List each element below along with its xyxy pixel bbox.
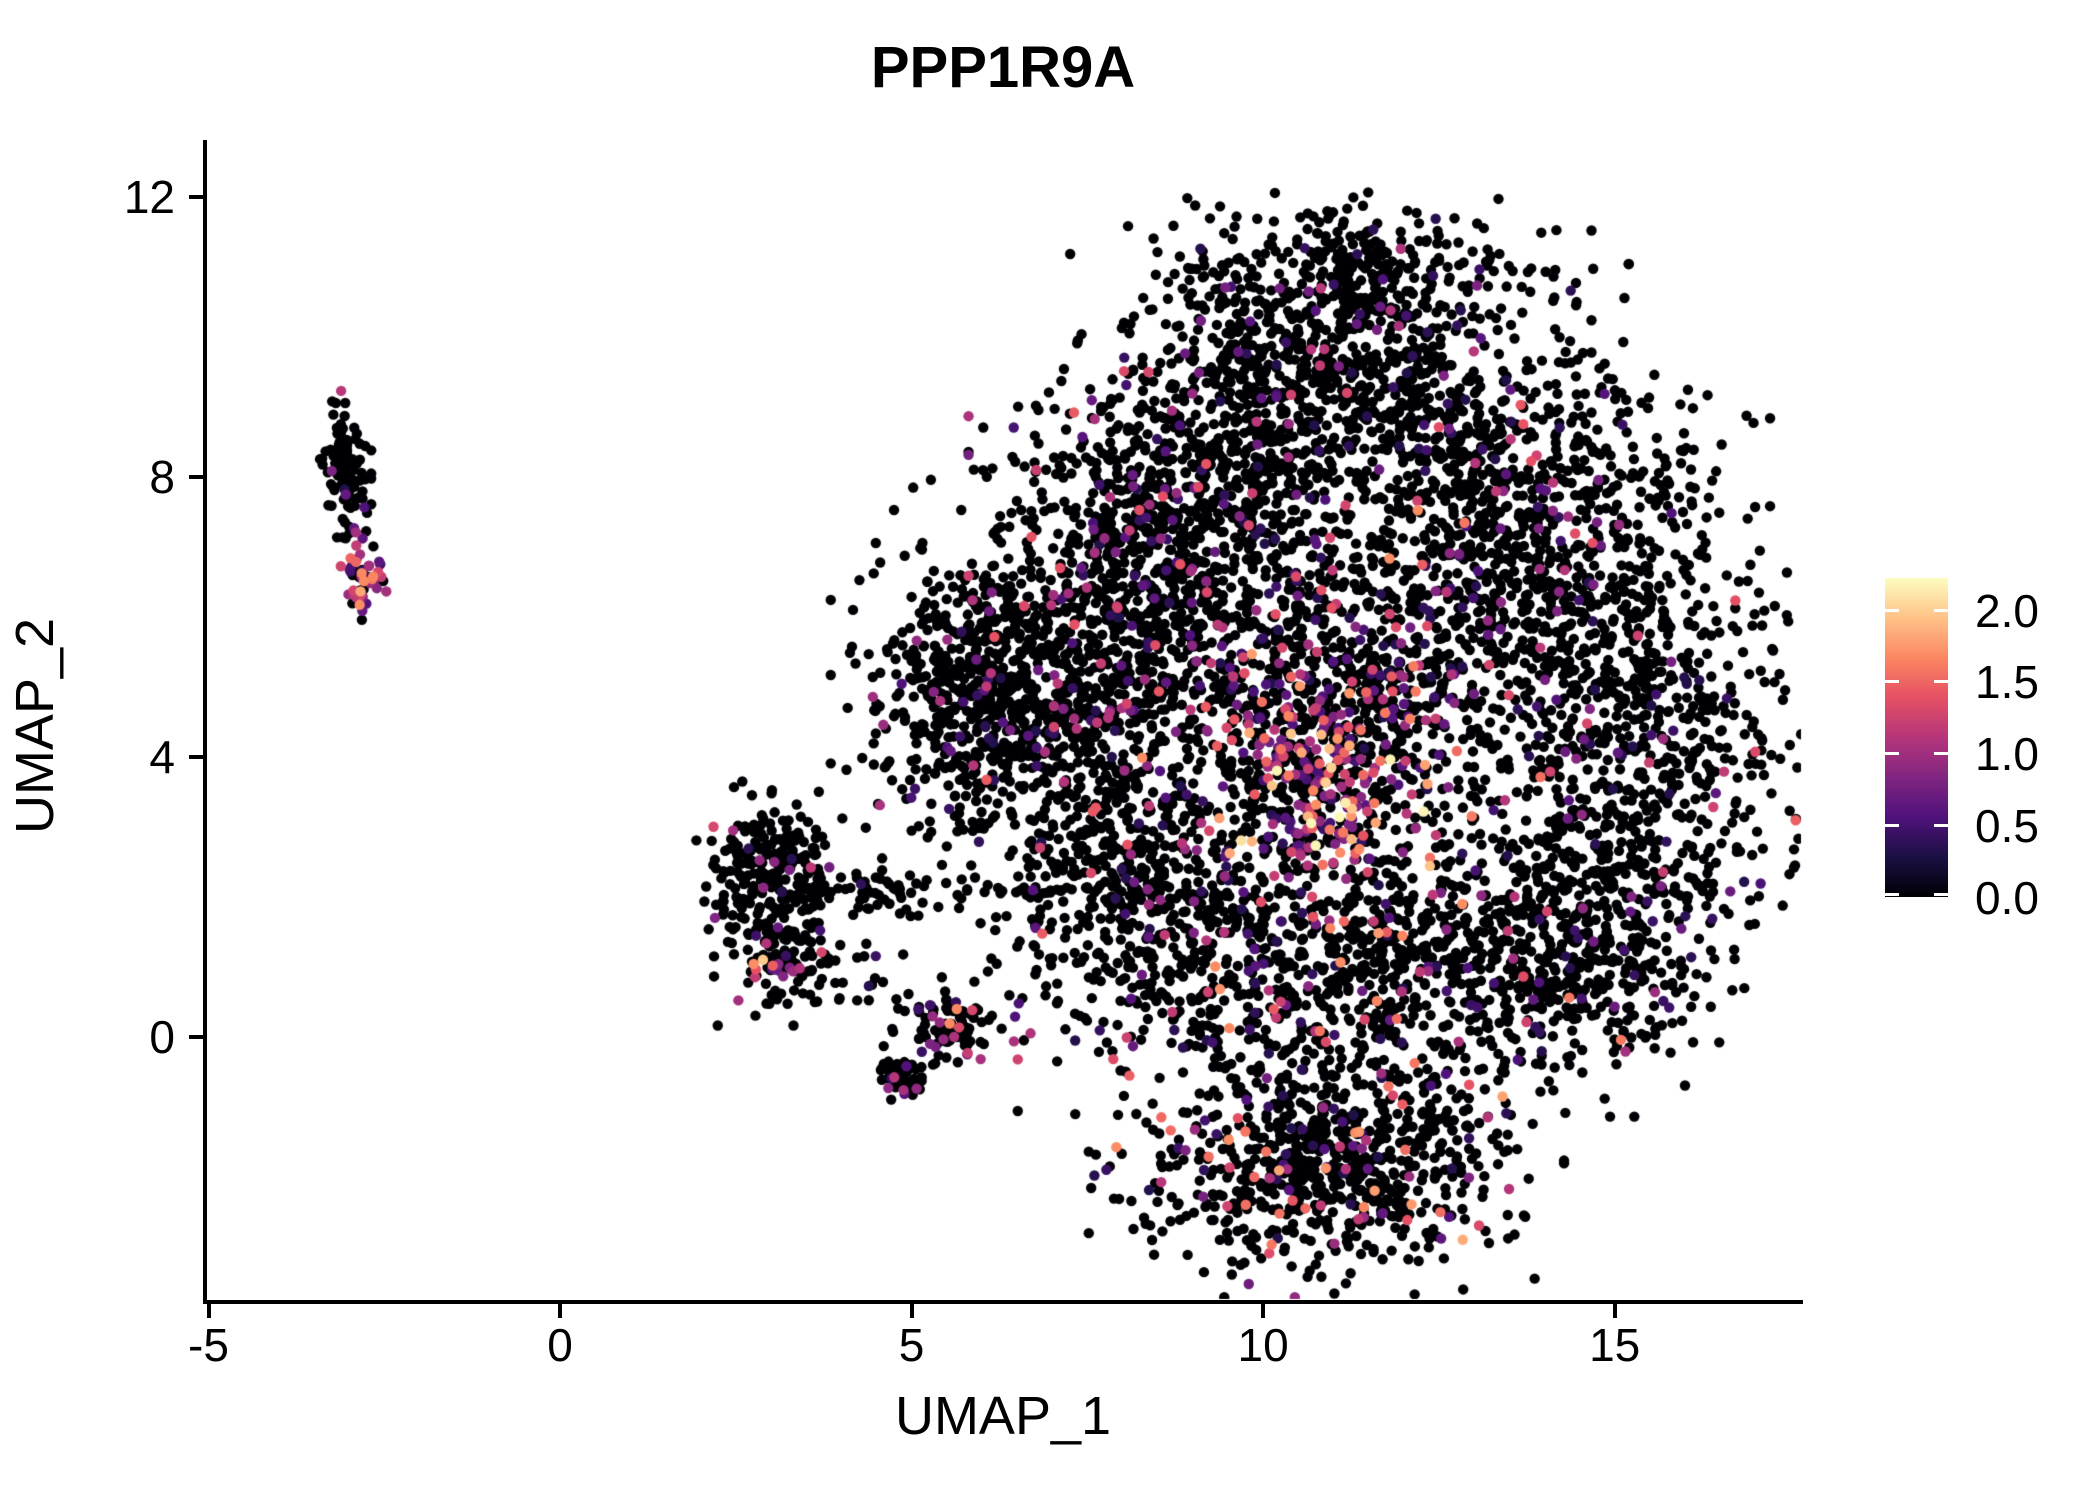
- x-tick-label: 5: [898, 1319, 925, 1371]
- colorbar-tick-mark: [1885, 608, 1899, 612]
- colorbar-tick-mark: [1934, 680, 1948, 684]
- y-tick-label: 8: [149, 451, 175, 504]
- colorbar-tick-mark: [1934, 893, 1948, 896]
- colorbar-tick-mark: [1934, 608, 1948, 612]
- x-tick-mark: [1612, 1304, 1617, 1318]
- y-tick-label: 0: [149, 1010, 175, 1063]
- colorbar-tick-mark: [1885, 824, 1899, 828]
- y-tick-mark: [189, 754, 203, 759]
- y-axis-line: [203, 140, 207, 1304]
- colorbar-tick-label: 0.5: [1975, 800, 2039, 853]
- colorbar-tick-mark: [1885, 893, 1899, 896]
- x-axis-line: [203, 1300, 1803, 1304]
- colorbar-tick-label: 1.0: [1975, 728, 2039, 781]
- y-axis-title: UMAP_2: [5, 617, 65, 835]
- x-tick-label: -5: [188, 1319, 229, 1371]
- x-tick-mark: [909, 1304, 914, 1318]
- y-tick-mark: [189, 195, 203, 200]
- x-axis-title: UMAP_1: [894, 1386, 1112, 1446]
- x-tick-label: 15: [1589, 1319, 1641, 1371]
- y-tick-mark: [189, 475, 203, 480]
- colorbar-tick-mark: [1934, 752, 1948, 756]
- colorbar-tick-mark: [1885, 680, 1899, 684]
- y-tick-label: 12: [123, 171, 175, 224]
- colorbar-tick-label: 2.0: [1975, 584, 2039, 637]
- colorbar-gradient: [1885, 578, 1948, 897]
- colorbar-tick-mark: [1934, 824, 1948, 828]
- y-tick-label: 4: [149, 730, 175, 783]
- colorbar-tick-label: 1.5: [1975, 656, 2039, 709]
- x-tick-mark: [1261, 1304, 1266, 1318]
- y-tick-mark: [189, 1034, 203, 1039]
- x-tick-mark: [206, 1304, 211, 1318]
- x-tick-label: 0: [547, 1319, 573, 1371]
- colorbar-tick-mark: [1885, 752, 1899, 756]
- x-tick-label: 10: [1237, 1319, 1289, 1371]
- colorbar-tick-label: 0.0: [1975, 872, 2039, 924]
- x-tick-mark: [558, 1304, 563, 1318]
